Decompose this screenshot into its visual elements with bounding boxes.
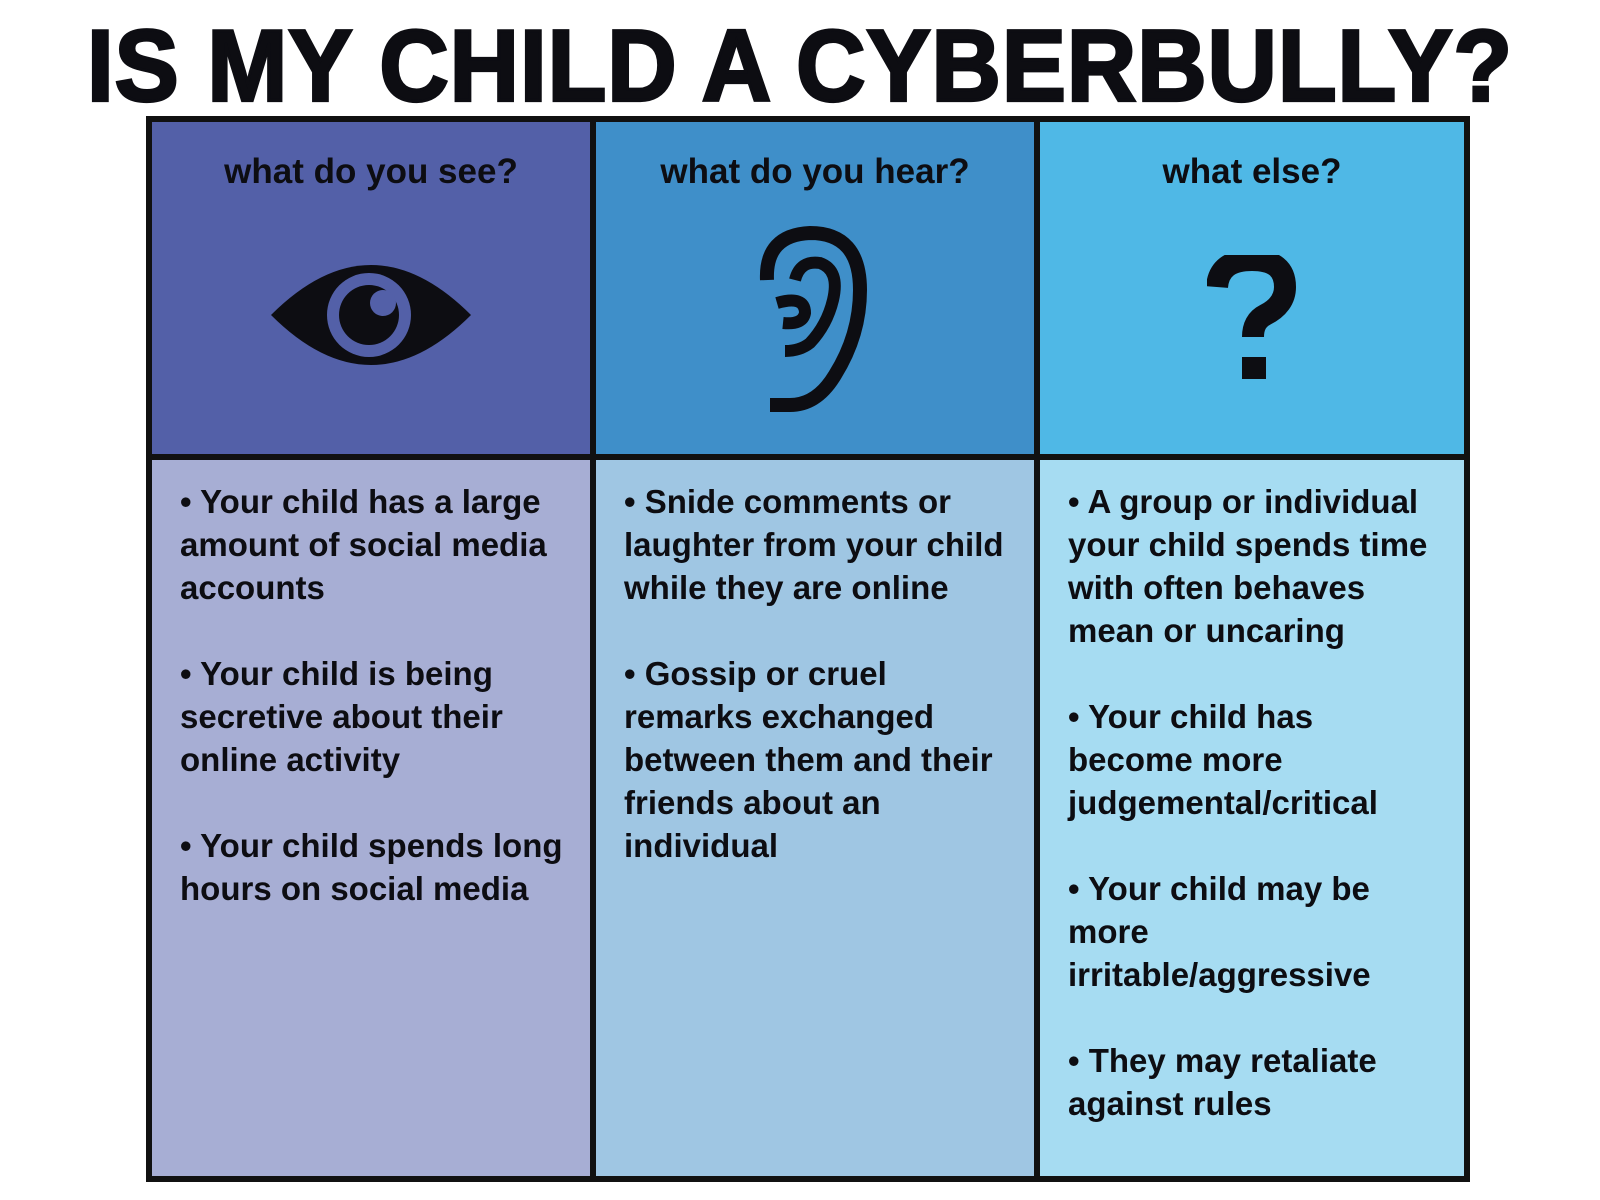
list-item: • Snide comments or laughter from your c… xyxy=(624,483,1004,606)
list-item: • Your child has become more judgemental… xyxy=(1068,698,1378,821)
hear-list: • Snide comments or laughter from your c… xyxy=(596,460,1034,1176)
info-table: what do you see? what do you hear? what … xyxy=(146,116,1470,1182)
list-item: • Your child may be more irritable/aggre… xyxy=(1068,870,1371,993)
question-mark-icon xyxy=(1207,220,1297,420)
else-header: what else? xyxy=(1040,122,1464,454)
hear-header: what do you hear? xyxy=(596,122,1034,454)
see-heading: what do you see? xyxy=(224,152,518,191)
list-item: • A group or individual your child spend… xyxy=(1068,483,1428,649)
list-item: • Your child spends long hours on social… xyxy=(180,827,563,907)
hear-heading: what do you hear? xyxy=(660,152,970,191)
else-list: • A group or individual your child spend… xyxy=(1040,460,1464,1176)
ear-icon xyxy=(755,220,875,420)
list-item: • Your child has a large amount of socia… xyxy=(180,483,547,606)
else-heading: what else? xyxy=(1162,152,1342,191)
see-list: • Your child has a large amount of socia… xyxy=(152,460,590,1176)
page-title: IS MY CHILD A CYBERBULLY? xyxy=(86,9,1514,124)
list-item: • Your child is being secretive about th… xyxy=(180,655,503,778)
list-item: • Gossip or cruel remarks exchanged betw… xyxy=(624,655,993,864)
list-item: • They may retaliate against rules xyxy=(1068,1042,1377,1122)
eye-icon xyxy=(266,220,476,420)
see-header: what do you see? xyxy=(152,122,590,454)
